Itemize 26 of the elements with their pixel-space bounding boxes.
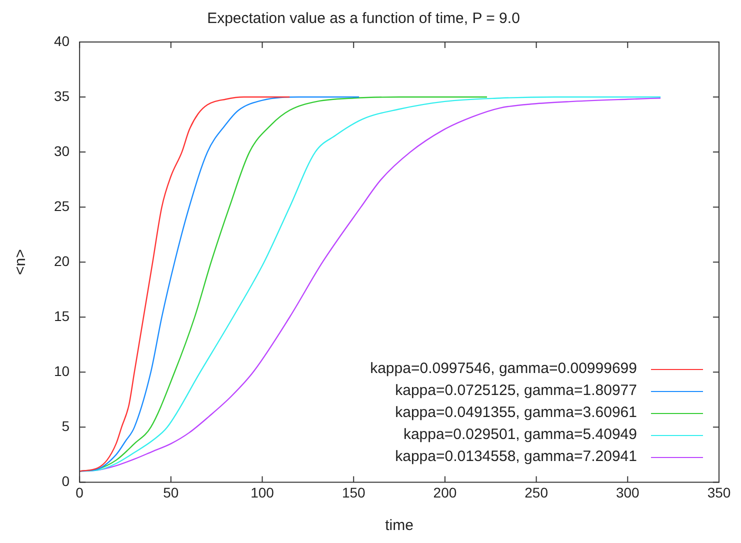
- chart-title: Expectation value as a function of time, P = 9.0: [207, 10, 520, 28]
- y-tick-label: 40: [54, 32, 70, 49]
- x-tick-label: 350: [707, 484, 731, 500]
- x-tick-label: 300: [616, 484, 640, 500]
- x-tick-label: 50: [163, 484, 179, 500]
- x-tick-label: 0: [76, 484, 84, 500]
- y-tick-label: 25: [54, 198, 70, 214]
- y-tick-label: 5: [62, 418, 70, 434]
- y-tick-label: 0: [62, 473, 70, 490]
- y-axis-title: <n>: [12, 248, 30, 276]
- y-tick-label: 20: [54, 252, 70, 269]
- y-tick-label: 10: [54, 363, 70, 380]
- legend-label: kappa=0.0725125, gamma=1.80977: [395, 381, 637, 401]
- legend-label: kappa=0.0997546, gamma=0.00999699: [370, 359, 637, 379]
- legend-label: kappa=0.0134558, gamma=7.20941: [395, 447, 637, 467]
- x-tick-label: 100: [250, 484, 274, 500]
- y-tick-label: 15: [54, 308, 70, 324]
- x-tick-label: 150: [342, 484, 366, 500]
- legend-label: kappa=0.0491355, gamma=3.60961: [395, 403, 637, 423]
- x-tick-label: 200: [433, 484, 457, 500]
- y-tick-label: 35: [54, 88, 70, 104]
- legend-label: kappa=0.029501, gamma=5.40949: [403, 425, 637, 445]
- x-tick-label: 250: [524, 484, 548, 500]
- line-series: [80, 96, 290, 472]
- x-axis-title: time: [385, 517, 414, 534]
- y-tick-label: 30: [54, 142, 70, 159]
